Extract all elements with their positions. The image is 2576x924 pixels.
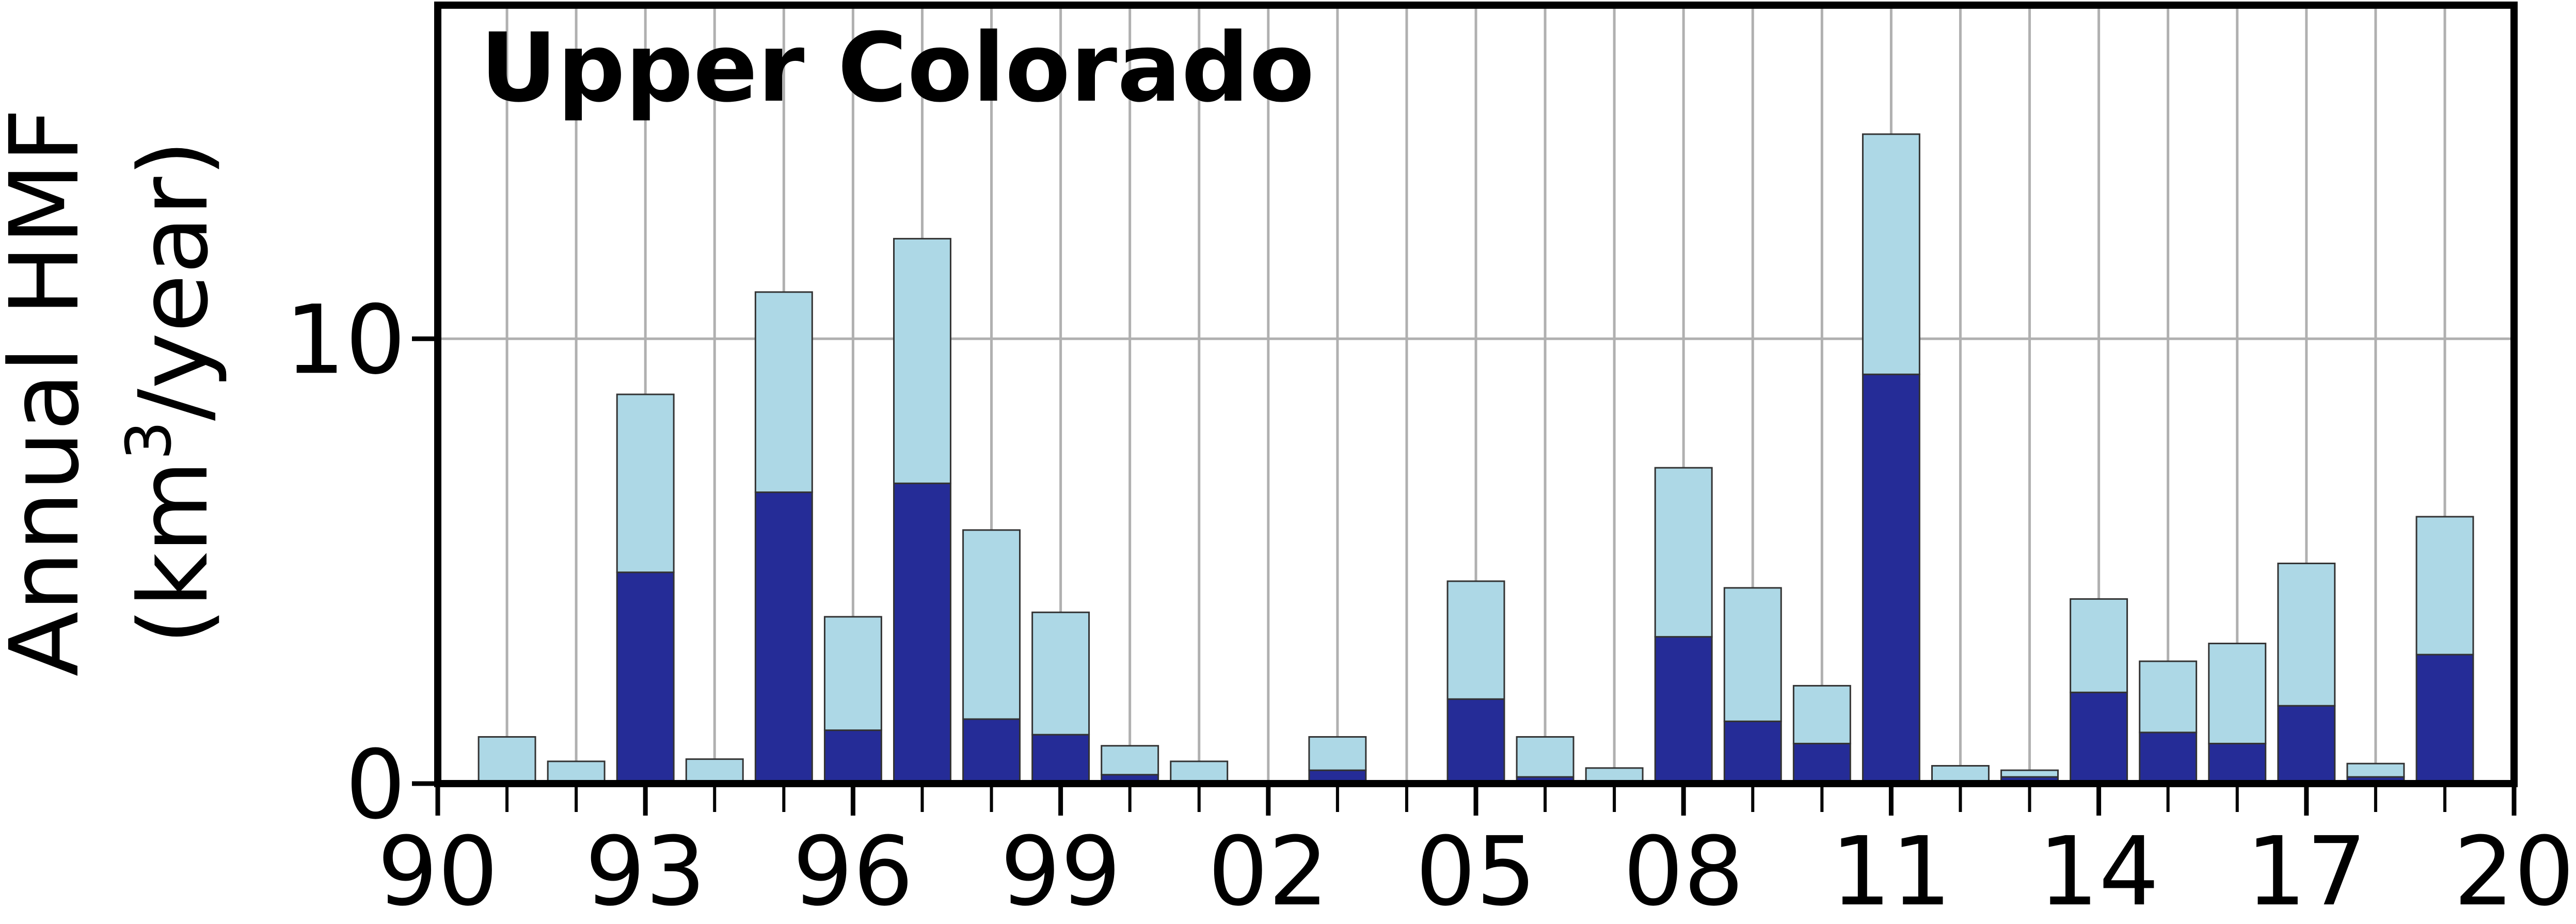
bar-lower-1993 <box>616 571 675 785</box>
x-tick-label: 08 <box>1623 817 1744 924</box>
bar-lower-2005 <box>1446 698 1505 785</box>
bar-upper-1992 <box>547 760 606 785</box>
bar-upper-2014 <box>2070 598 2128 693</box>
bar-lower-2008 <box>1654 636 1713 785</box>
bar-upper-1994 <box>685 758 744 785</box>
bar-upper-1995 <box>754 291 813 493</box>
bar-lower-2009 <box>1723 720 1782 785</box>
bars <box>478 133 2474 785</box>
y-tick-label: 0 <box>345 730 406 840</box>
plot-frame <box>434 2 2518 787</box>
bar-upper-2015 <box>2139 660 2198 734</box>
x-tick-label: 93 <box>585 817 706 924</box>
bar-lower-1995 <box>754 491 813 785</box>
x-tick-label: 14 <box>2039 817 2159 924</box>
bar-lower-2010 <box>1792 742 1851 785</box>
bar-lower-1998 <box>962 718 1021 785</box>
bar-upper-2003 <box>1308 736 1367 771</box>
bar-lower-2015 <box>2139 731 2198 785</box>
x-tick-label: 99 <box>1000 817 1121 924</box>
bar-lower-2017 <box>2277 705 2336 785</box>
bar-upper-1997 <box>893 237 951 484</box>
bar-lower-2011 <box>1862 373 1920 785</box>
axis-ticks: 90 93 96 99 02 05 08 11 14 17 20 0 10 <box>285 285 2574 924</box>
chart-title: Upper Colorado <box>480 13 1314 123</box>
y-axis-label-unit-prefix: (km <box>119 460 229 645</box>
bar-upper-1999 <box>1031 611 1090 736</box>
bar-upper-2017 <box>2277 562 2336 707</box>
x-tick-label: 20 <box>2454 817 2574 924</box>
x-tick-label: 96 <box>792 817 913 924</box>
bar-upper-2010 <box>1792 684 1851 744</box>
bar-upper-2011 <box>1862 133 1920 375</box>
bar-upper-2018 <box>2346 762 2405 778</box>
bar-lower-2016 <box>2208 742 2267 785</box>
bar-upper-2000 <box>1101 745 1159 776</box>
x-tick-label: 02 <box>1208 817 1329 924</box>
bar-lower-2014 <box>2070 691 2128 785</box>
bar-upper-2008 <box>1654 467 1713 638</box>
y-axis-label-line-1: Annual HMF <box>0 108 100 676</box>
bar-upper-1996 <box>823 616 882 731</box>
x-tick-label: 05 <box>1416 817 1536 924</box>
bar-lower-1997 <box>893 482 951 785</box>
bar-upper-1998 <box>962 529 1021 720</box>
y-axis-label-line-2: (km3/year) <box>114 140 229 645</box>
x-tick-label: 17 <box>2246 817 2367 924</box>
y-axis-label-unit-superscript: 3 <box>114 421 185 460</box>
bar-lower-2019 <box>2415 654 2474 785</box>
bar-upper-2013 <box>2000 769 2059 778</box>
bar-upper-1991 <box>478 736 536 785</box>
bar-upper-2006 <box>1516 736 1575 778</box>
bar-upper-1993 <box>616 393 675 573</box>
bar-upper-2009 <box>1723 587 1782 722</box>
y-axis-label-unit-suffix: /year) <box>119 140 229 421</box>
bar-lower-1996 <box>823 729 882 785</box>
bar-upper-2005 <box>1446 580 1505 700</box>
bar-lower-1999 <box>1031 734 1090 785</box>
bar-upper-2016 <box>2208 643 2267 744</box>
y-tick-label: 10 <box>285 285 406 395</box>
bar-upper-2019 <box>2415 516 2474 656</box>
x-tick-label: 11 <box>1831 817 1951 924</box>
x-tick-label: 90 <box>377 817 498 924</box>
